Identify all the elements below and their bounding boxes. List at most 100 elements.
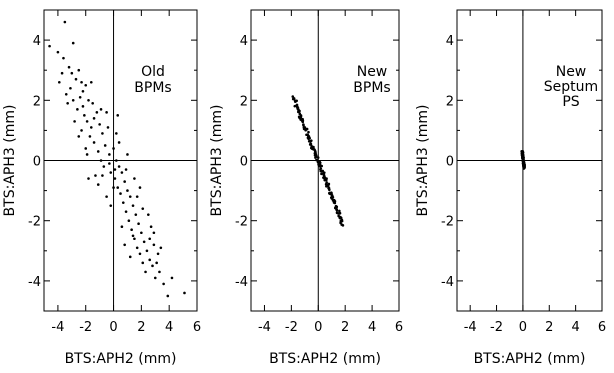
data-point xyxy=(148,258,152,262)
x-tick-label: 0 xyxy=(519,320,527,335)
data-point xyxy=(113,177,117,180)
y-axis-label: BTS:APH3 (mm) xyxy=(209,105,225,217)
data-point xyxy=(149,225,153,229)
data-point xyxy=(522,166,526,169)
panel-1: -4 -2 0 2 4 6 -4 -2 0 2 4 BTS:APH2 (mm) BTS:APH3 (mm… xyxy=(2,9,201,367)
data-point xyxy=(301,120,305,124)
y-tick-label: 0 xyxy=(240,155,248,170)
data-point xyxy=(133,177,136,180)
data-point xyxy=(339,216,343,220)
data-point xyxy=(133,237,136,241)
x-tick-label: 2 xyxy=(341,320,349,335)
data-point xyxy=(102,165,106,168)
data-point xyxy=(328,188,331,192)
data-point xyxy=(116,114,120,117)
data-point xyxy=(297,110,301,113)
data-point xyxy=(148,237,152,241)
data-point xyxy=(130,228,133,232)
data-point xyxy=(128,255,132,259)
data-point xyxy=(144,270,147,274)
data-point xyxy=(70,71,74,75)
data-point xyxy=(320,164,324,168)
x-tick-label: 6 xyxy=(395,320,403,335)
data-point xyxy=(74,77,78,81)
data-point xyxy=(120,171,124,174)
panel-annotation: BPMs xyxy=(134,80,171,96)
x-tick-label: 0 xyxy=(314,320,322,335)
data-point xyxy=(117,165,121,168)
data-point xyxy=(109,171,113,174)
data-point xyxy=(329,191,333,194)
data-point xyxy=(96,183,100,186)
data-point xyxy=(124,168,128,171)
data-point xyxy=(334,204,338,208)
data-point xyxy=(170,276,174,280)
data-point xyxy=(81,105,85,108)
x-tick-label: -4 xyxy=(464,320,477,335)
y-tick-label: 4 xyxy=(446,34,454,49)
data-point xyxy=(162,282,165,286)
data-point xyxy=(96,150,100,153)
data-point xyxy=(135,195,139,198)
panel-annotation: PS xyxy=(562,94,579,110)
x-tick-label: -2 xyxy=(79,320,92,335)
x-axis-label: BTS:APH2 (mm) xyxy=(65,351,177,367)
data-point xyxy=(99,159,103,162)
data-point xyxy=(166,294,170,298)
data-point xyxy=(308,136,311,140)
x-tick-label: 2 xyxy=(545,320,553,335)
data-point xyxy=(335,208,339,212)
data-point xyxy=(140,231,143,235)
data-point xyxy=(158,270,161,274)
y-tick-label: -4 xyxy=(28,275,41,290)
data-point xyxy=(105,195,108,198)
data-point xyxy=(87,177,90,180)
data-point xyxy=(128,195,132,198)
data-point xyxy=(78,95,82,99)
data-point xyxy=(333,201,337,205)
y-axis-label: BTS:APH3 (mm) xyxy=(2,105,18,217)
data-point xyxy=(134,213,138,216)
y-tick-label: 2 xyxy=(240,94,248,109)
data-point xyxy=(324,178,328,182)
data-point xyxy=(94,174,97,177)
data-point xyxy=(338,211,342,215)
data-point xyxy=(313,149,317,153)
data-point xyxy=(89,80,93,84)
data-point xyxy=(77,135,81,138)
data-point xyxy=(60,71,64,75)
data-point xyxy=(314,155,318,158)
data-point xyxy=(98,123,101,126)
data-point xyxy=(77,68,81,72)
data-point xyxy=(135,246,139,250)
data-point xyxy=(121,201,125,204)
data-point xyxy=(183,291,186,295)
data-point xyxy=(116,186,120,189)
y-tick-label: 2 xyxy=(33,94,41,109)
x-axis-label: BTS:APH2 (mm) xyxy=(269,351,381,367)
data-point xyxy=(115,132,118,135)
x-tick-label: -2 xyxy=(490,320,503,335)
x-tick-label: -4 xyxy=(51,320,64,335)
x-tick-label: -4 xyxy=(258,320,271,335)
data-point xyxy=(81,89,85,93)
data-point xyxy=(123,243,126,247)
data-point xyxy=(87,99,90,102)
data-point xyxy=(101,132,104,135)
data-point xyxy=(85,153,89,156)
data-point xyxy=(92,141,96,144)
data-point xyxy=(318,161,322,165)
data-point xyxy=(91,102,94,105)
data-point xyxy=(299,114,303,117)
data-point xyxy=(339,219,343,223)
data-point xyxy=(330,193,334,197)
x-tick-label: 0 xyxy=(109,320,117,335)
data-point xyxy=(117,141,121,144)
data-point xyxy=(80,80,83,84)
data-point xyxy=(151,264,154,268)
data-point xyxy=(127,219,131,222)
data-point xyxy=(325,181,328,184)
data-point xyxy=(113,168,117,171)
data-point xyxy=(153,276,157,280)
data-point xyxy=(313,152,317,155)
